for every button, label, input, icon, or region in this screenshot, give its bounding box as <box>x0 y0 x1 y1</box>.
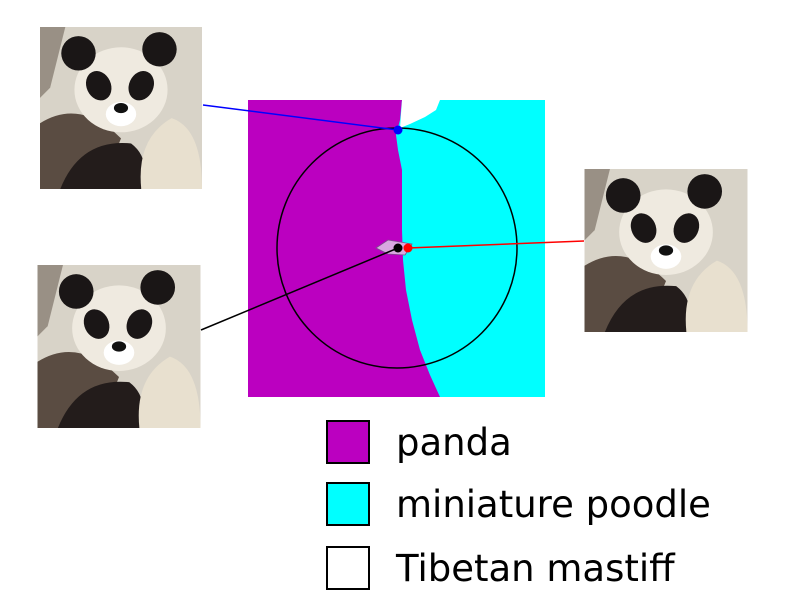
legend-swatch-miniature-poodle <box>326 482 370 526</box>
decision-map <box>248 100 545 397</box>
legend-label-tibetan-mastiff: Tibetan mastiff <box>396 546 675 590</box>
panda-image-adversarial-top-left <box>40 27 202 189</box>
perturbed-point <box>403 243 413 253</box>
mastiff-region <box>400 100 440 128</box>
legend-item-miniature-poodle: miniature poodle <box>326 480 711 528</box>
poodle-region <box>396 100 545 397</box>
legend-swatch-panda <box>326 420 370 464</box>
original-point <box>393 243 403 253</box>
legend-item-tibetan-mastiff: Tibetan mastiff <box>326 544 675 592</box>
perturbed-link-line <box>407 240 585 249</box>
panda-image-original-bottom-left <box>37 265 201 428</box>
adversarial-link-line <box>202 104 399 131</box>
legend-swatch-tibetan-mastiff <box>326 546 370 590</box>
legend-label-panda: panda <box>396 420 512 464</box>
original-link-line <box>200 247 399 331</box>
panda-image-perturbed-right <box>584 169 748 332</box>
legend-label-miniature-poodle: miniature poodle <box>396 482 711 526</box>
legend-item-panda: panda <box>326 418 512 466</box>
adversarial-point <box>393 125 403 135</box>
